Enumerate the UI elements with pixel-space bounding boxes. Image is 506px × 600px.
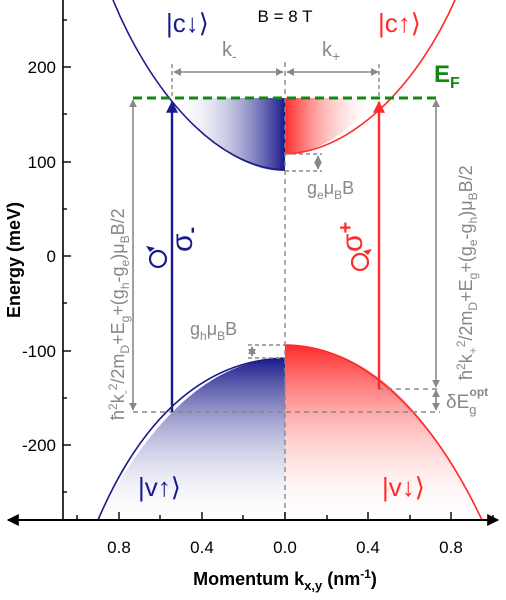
band-label-c-up: |c↑⟩: [378, 8, 421, 38]
band-fills: [98, 98, 482, 520]
vb-down-fill: [285, 345, 482, 520]
delta-e-opt-label: δEgopt: [446, 385, 488, 417]
vb-up-parabola: [97, 357, 286, 520]
y-tick-label: 200: [28, 58, 56, 77]
y-tick-label: -200: [22, 436, 56, 455]
k-minus-label: k-: [222, 39, 237, 64]
left-energy-formula: ħ2k-2/2mD+Eg+(gh-ge)μBB/2: [106, 208, 132, 420]
right-energy-formula: ħ2k+2/2mD+Eg+(ge-gh)μBB/2: [454, 165, 480, 380]
x-tick-label: 0.4: [356, 538, 380, 557]
x-tick-label: 0.0: [273, 538, 297, 557]
x-tick-label: 0.4: [190, 538, 214, 557]
vb-down-parabola: [284, 344, 483, 520]
x-tick-label: 0.8: [439, 538, 463, 557]
fermi-level-label: EF: [434, 61, 460, 92]
sigma-minus-circle-icon: [146, 246, 168, 269]
sigma-plus-circle-icon: [350, 249, 372, 272]
y-ticks: [63, 19, 71, 493]
band-label-v-up: |v↑⟩: [138, 472, 181, 502]
magnetic-field-label: B = 8 T: [258, 7, 313, 26]
x-ticks: [76, 512, 494, 520]
vb-up-fill: [98, 358, 285, 520]
x-tick-label: 0.8: [107, 538, 131, 557]
gh-zeeman-label: ghμBB: [190, 319, 237, 343]
k-plus-label: k+: [322, 39, 340, 64]
ge-zeeman-label: geμBB: [307, 178, 354, 202]
band-label-c-down: |c↓⟩: [166, 8, 209, 38]
y-tick-label: 0: [47, 247, 56, 266]
sigma-minus-label: σ-: [166, 227, 203, 252]
cb-up-fill: [285, 98, 378, 154]
x-tick-labels: 0.8 0.4 0.0 0.4 0.8: [107, 538, 463, 557]
x-axis-label: Momentum kx,y (nm-1): [193, 567, 377, 593]
y-tick-label: -100: [22, 342, 56, 361]
y-axis-label: Energy (meV): [4, 202, 24, 318]
y-tick-labels: 200 100 0 -100 -200: [22, 58, 56, 455]
sigma-plus-label: σ+: [335, 222, 369, 252]
cb-down-fill: [172, 98, 285, 171]
y-tick-label: 100: [28, 153, 56, 172]
cb-down-parabola: [112, 0, 286, 171]
band-label-v-down: |v↓⟩: [382, 472, 425, 502]
